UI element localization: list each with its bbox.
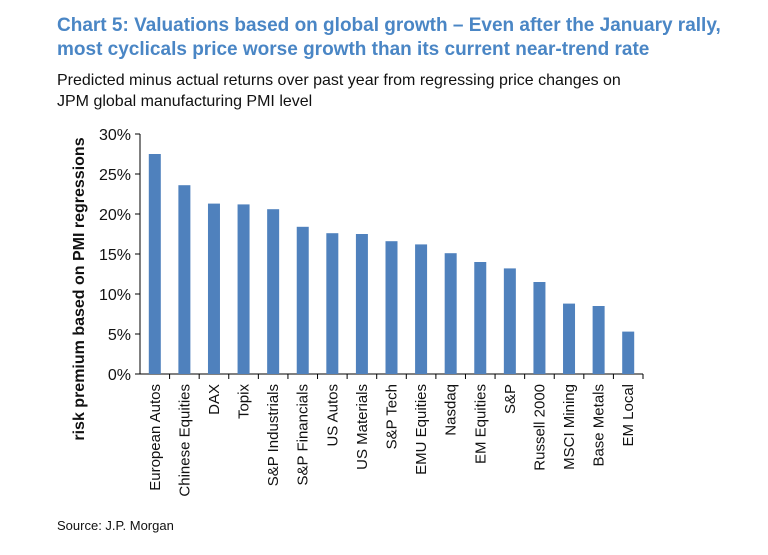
x-tick-label: Russell 2000 (531, 384, 548, 471)
x-tick-label: EM Local (620, 384, 637, 447)
bar (178, 185, 191, 374)
y-axis-title: risk premium based on PMI regressions (71, 137, 88, 440)
bar (444, 253, 457, 374)
x-tick-label: DAX (206, 384, 223, 415)
bar (503, 268, 516, 374)
x-tick-label: EMU Equities (413, 384, 430, 475)
bar (533, 282, 546, 374)
x-tick-label: MSCI Mining (561, 384, 578, 470)
y-tick-label: 20% (99, 207, 131, 224)
x-tick-label: US Autos (324, 384, 341, 447)
y-tick-label: 25% (99, 167, 131, 184)
x-tick-label: Topix (236, 384, 253, 420)
bar (355, 234, 368, 374)
bar (563, 303, 576, 374)
x-tick-label: Chinese Equities (176, 384, 193, 497)
chart-title: Chart 5: Valuations based on global grow… (57, 14, 757, 62)
x-tick-label: EM Equities (472, 384, 489, 464)
x-tick-label: US Materials (354, 384, 371, 470)
bar (622, 331, 635, 374)
bar (326, 233, 339, 374)
bar (267, 209, 280, 374)
y-tick-label: 10% (99, 287, 131, 304)
bar (474, 262, 487, 374)
x-tick-label: S&P (502, 384, 519, 414)
source-note: Source: J.P. Morgan (57, 518, 174, 533)
bar (415, 244, 428, 374)
y-tick-label: 15% (99, 247, 131, 264)
x-tick-label: S&P Industrials (265, 384, 282, 486)
bar (592, 306, 605, 374)
x-tick-label: European Autos (147, 384, 164, 491)
bar (296, 226, 309, 374)
bar (207, 203, 220, 374)
chart-title-line-2: most cyclicals price worse growth than i… (57, 39, 650, 60)
y-tick-label: 30% (99, 127, 131, 144)
x-tick-label: Base Metals (591, 384, 608, 467)
y-tick-label: 5% (108, 327, 131, 344)
x-tick-label: S&P Financials (295, 384, 312, 485)
y-tick-label: 0% (108, 367, 131, 384)
x-tick-label: Nasdaq (443, 384, 460, 436)
chart-title-line-1: Chart 5: Valuations based on global grow… (57, 15, 721, 36)
bar (385, 241, 398, 374)
chart-subtitle-line-1: Predicted minus actual returns over past… (57, 72, 621, 89)
chart-subtitle: Predicted minus actual returns over past… (57, 70, 757, 112)
x-tick-label: S&P Tech (384, 384, 401, 449)
bar (237, 204, 250, 374)
chart-subtitle-line-2: JPM global manufacturing PMI level (57, 93, 313, 110)
bar (148, 154, 161, 374)
